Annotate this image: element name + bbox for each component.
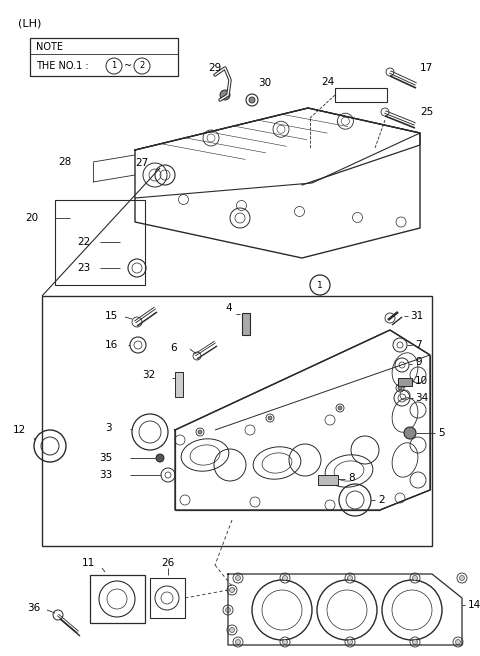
Circle shape bbox=[268, 416, 272, 420]
Text: 5: 5 bbox=[438, 428, 444, 438]
Circle shape bbox=[348, 640, 352, 644]
Bar bbox=[398, 378, 412, 386]
Bar bbox=[30, 38, 178, 76]
Circle shape bbox=[226, 607, 230, 613]
Text: 6: 6 bbox=[170, 343, 177, 353]
Text: 29: 29 bbox=[208, 63, 221, 73]
Text: 3: 3 bbox=[106, 423, 112, 433]
Bar bbox=[42, 296, 432, 546]
Text: 27: 27 bbox=[135, 158, 148, 168]
Text: 33: 33 bbox=[99, 470, 112, 480]
Circle shape bbox=[249, 97, 255, 103]
Text: 31: 31 bbox=[410, 311, 423, 321]
Text: 16: 16 bbox=[105, 340, 118, 350]
Text: 8: 8 bbox=[348, 473, 355, 483]
Text: 36: 36 bbox=[27, 603, 40, 613]
Text: 1: 1 bbox=[111, 62, 117, 70]
Bar bbox=[55, 200, 145, 285]
Circle shape bbox=[398, 386, 402, 390]
Circle shape bbox=[236, 575, 240, 581]
Text: 4: 4 bbox=[226, 303, 232, 313]
Circle shape bbox=[283, 575, 288, 581]
Text: 1: 1 bbox=[317, 281, 323, 289]
Text: 12: 12 bbox=[13, 425, 26, 435]
Circle shape bbox=[156, 454, 164, 462]
Text: 25: 25 bbox=[420, 107, 433, 117]
Circle shape bbox=[459, 575, 465, 581]
Circle shape bbox=[412, 575, 418, 581]
Bar bbox=[90, 575, 145, 623]
Text: 2: 2 bbox=[378, 495, 384, 505]
Circle shape bbox=[229, 628, 235, 632]
Bar bbox=[175, 372, 183, 397]
Text: 23: 23 bbox=[77, 263, 90, 273]
Text: THE NO.1 :: THE NO.1 : bbox=[36, 61, 92, 71]
Circle shape bbox=[404, 427, 416, 439]
Text: 10: 10 bbox=[415, 376, 428, 386]
Text: 24: 24 bbox=[322, 77, 335, 87]
Bar bbox=[242, 313, 250, 335]
Text: NOTE: NOTE bbox=[36, 42, 63, 52]
Text: 17: 17 bbox=[420, 63, 433, 73]
Text: 2: 2 bbox=[139, 62, 144, 70]
Circle shape bbox=[229, 588, 235, 592]
Text: ~: ~ bbox=[124, 61, 132, 71]
Text: 30: 30 bbox=[258, 78, 271, 88]
Text: 26: 26 bbox=[161, 558, 175, 568]
Circle shape bbox=[198, 430, 202, 434]
Bar bbox=[318, 475, 338, 485]
Circle shape bbox=[412, 640, 418, 644]
Text: 15: 15 bbox=[105, 311, 118, 321]
Circle shape bbox=[456, 640, 460, 644]
Text: 14: 14 bbox=[468, 600, 480, 610]
Text: (LH): (LH) bbox=[18, 18, 41, 28]
Circle shape bbox=[283, 640, 288, 644]
Text: 20: 20 bbox=[25, 213, 38, 223]
Bar bbox=[335, 88, 387, 102]
Text: 9: 9 bbox=[415, 357, 421, 367]
Bar bbox=[150, 578, 185, 618]
Text: 35: 35 bbox=[99, 453, 112, 463]
Circle shape bbox=[348, 575, 352, 581]
Circle shape bbox=[236, 640, 240, 644]
Circle shape bbox=[220, 90, 230, 100]
Text: 11: 11 bbox=[82, 558, 95, 568]
Text: 32: 32 bbox=[142, 370, 155, 380]
Text: 28: 28 bbox=[58, 157, 71, 167]
Text: 34: 34 bbox=[415, 393, 428, 403]
Circle shape bbox=[338, 406, 342, 410]
Text: 7: 7 bbox=[415, 340, 421, 350]
Text: 22: 22 bbox=[77, 237, 90, 247]
